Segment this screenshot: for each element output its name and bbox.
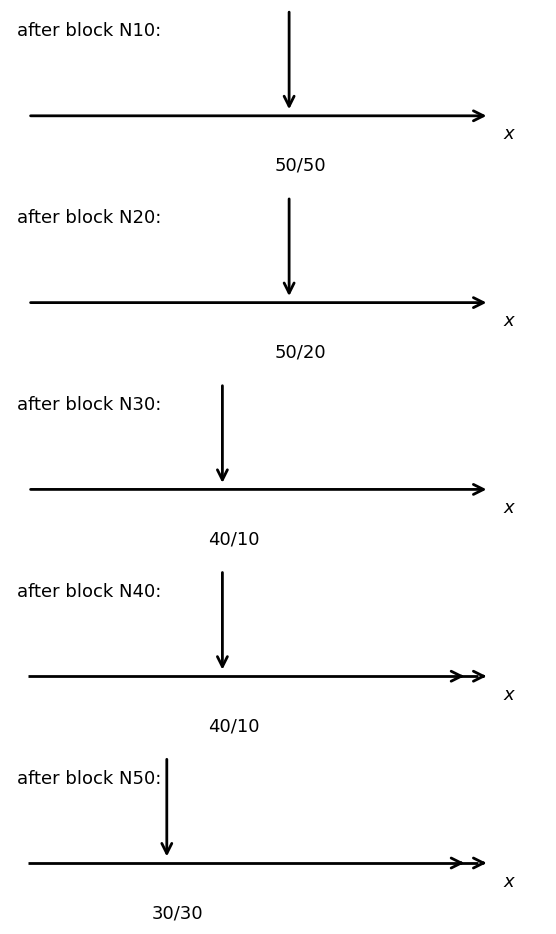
- Text: 40/10: 40/10: [208, 717, 259, 735]
- Text: 40/10: 40/10: [208, 531, 259, 548]
- Text: after block N20:: after block N20:: [17, 209, 161, 227]
- Text: x: x: [503, 872, 514, 891]
- Text: 30/30: 30/30: [152, 904, 203, 922]
- Text: x: x: [503, 499, 514, 517]
- Text: after block N50:: after block N50:: [17, 770, 161, 787]
- Text: x: x: [503, 125, 514, 144]
- Text: after block N10:: after block N10:: [17, 22, 161, 40]
- Text: 50/50: 50/50: [275, 157, 326, 175]
- Text: x: x: [503, 312, 514, 331]
- Text: 50/20: 50/20: [275, 344, 326, 361]
- Text: x: x: [503, 686, 514, 704]
- Text: after block N30:: after block N30:: [17, 396, 161, 414]
- Text: after block N40:: after block N40:: [17, 583, 161, 601]
